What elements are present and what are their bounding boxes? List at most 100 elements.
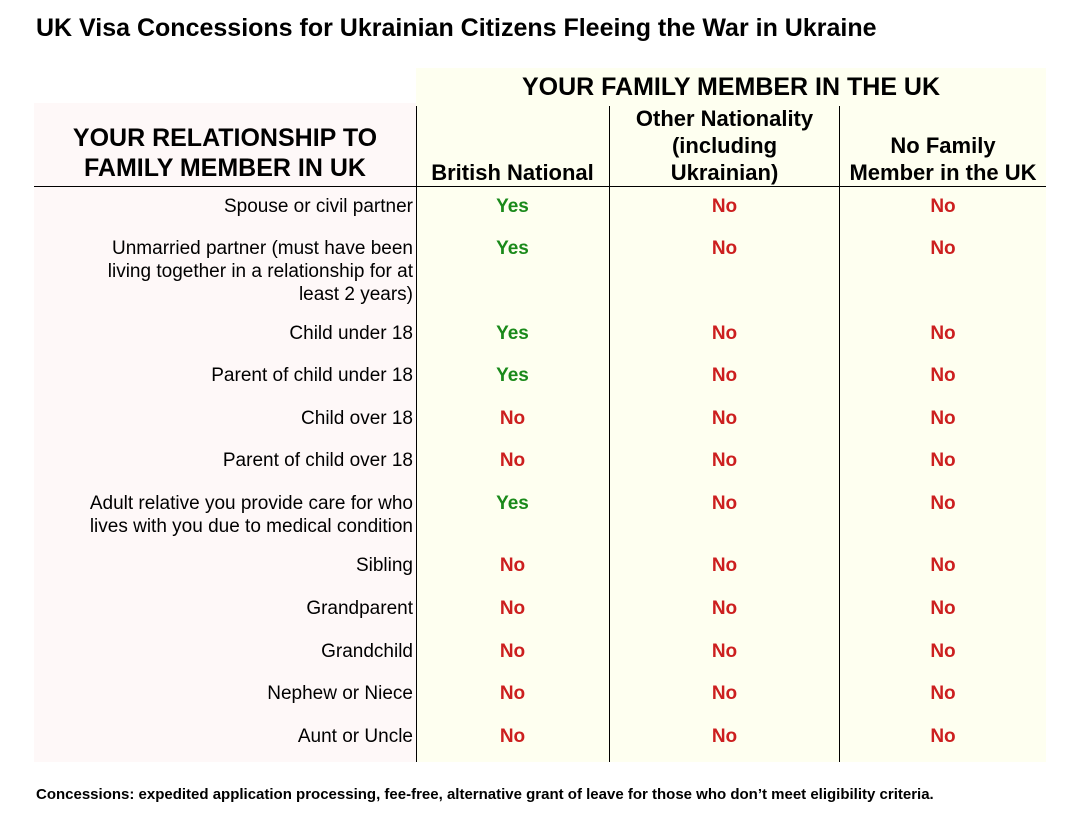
table-row: Parent of child under 18 Yes No No xyxy=(34,356,1046,399)
eligibility-no-family-member: No xyxy=(930,238,956,259)
concessions-table-body: Spouse or civil partner Yes No No Unmarr… xyxy=(34,187,1046,760)
header-divider xyxy=(416,106,417,186)
header-divider xyxy=(609,106,610,186)
eligibility-other-nationality: No xyxy=(711,196,738,217)
eligibility-british-national: Yes xyxy=(496,196,529,217)
column-header-line: Member in the UK xyxy=(849,160,1037,185)
relationship-line: Parent of child under 18 xyxy=(211,365,413,386)
concessions-footnote: Concessions: expedited application proce… xyxy=(36,786,934,803)
column-header-line: Other Nationality xyxy=(635,106,814,131)
column-header-no-family-member: No Family Member in the UK xyxy=(840,106,1046,186)
eligibility-no-family-member: No xyxy=(930,598,956,619)
relationship-line: lives with you due to medical condition xyxy=(89,516,413,537)
header-divider xyxy=(839,106,840,186)
relationship-line: Unmarried partner (must have been xyxy=(112,238,413,259)
family-member-panel-background xyxy=(416,68,1046,762)
eligibility-british-national: Yes xyxy=(496,323,529,344)
eligibility-no-family-member: No xyxy=(930,408,956,429)
table-row: Unmarried partner (must have been living… xyxy=(34,229,1046,314)
eligibility-british-national: No xyxy=(499,726,526,747)
column-divider xyxy=(609,186,610,762)
eligibility-other-nationality: No xyxy=(711,450,738,471)
table-row: Spouse or civil partner Yes No No xyxy=(34,187,1046,229)
relationship-line: Child under 18 xyxy=(289,323,413,344)
table-row: Grandchild No No No xyxy=(34,632,1046,674)
relationship-label: Parent of child under 18 xyxy=(34,364,413,387)
relationship-label: Spouse or civil partner xyxy=(34,195,413,218)
relationship-line: Aunt or Uncle xyxy=(297,726,413,747)
column-header-british-national: British National xyxy=(416,106,609,186)
column-divider xyxy=(839,186,840,762)
column-header-line: No Family xyxy=(890,133,996,158)
relationship-label: Adult relative you provide care for who … xyxy=(34,492,413,538)
eligibility-other-nationality: No xyxy=(711,641,738,662)
column-header-line: British National xyxy=(431,160,594,185)
eligibility-british-national: Yes xyxy=(496,365,529,386)
table-row: Aunt or Uncle No No No xyxy=(34,717,1046,760)
eligibility-other-nationality: No xyxy=(711,555,738,576)
relationship-label: Grandparent xyxy=(34,597,413,620)
column-divider xyxy=(416,186,417,762)
relationship-header-line-1: YOUR RELATIONSHIP TO xyxy=(72,124,378,152)
eligibility-other-nationality: No xyxy=(711,493,738,514)
relationship-label: Parent of child over 18 xyxy=(34,449,413,472)
eligibility-british-national: No xyxy=(499,598,526,619)
relationship-label: Unmarried partner (must have been living… xyxy=(34,237,413,306)
page-title: UK Visa Concessions for Ukrainian Citize… xyxy=(36,14,877,42)
relationship-label: Grandchild xyxy=(34,640,413,663)
eligibility-other-nationality: No xyxy=(711,238,738,259)
eligibility-british-national: No xyxy=(499,408,526,429)
eligibility-other-nationality: No xyxy=(711,408,738,429)
eligibility-british-national: No xyxy=(499,641,526,662)
column-header-line: Ukrainian) xyxy=(670,160,779,185)
eligibility-no-family-member: No xyxy=(930,726,956,747)
table-row: Adult relative you provide care for who … xyxy=(34,484,1046,546)
table-row: Grandparent No No No xyxy=(34,589,1046,632)
eligibility-other-nationality: No xyxy=(711,365,738,386)
relationship-label: Child under 18 xyxy=(34,322,413,345)
eligibility-no-family-member: No xyxy=(930,493,956,514)
eligibility-other-nationality: No xyxy=(711,598,738,619)
relationship-line: Nephew or Niece xyxy=(267,683,413,704)
table-row: Child over 18 No No No xyxy=(34,399,1046,441)
table-row: Sibling No No No xyxy=(34,546,1046,589)
relationship-line: Spouse or civil partner xyxy=(223,196,413,217)
relationship-label: Aunt or Uncle xyxy=(34,725,413,748)
relationship-column-header: YOUR RELATIONSHIP TO FAMILY MEMBER IN UK xyxy=(34,123,416,183)
relationship-panel-background xyxy=(34,103,416,762)
eligibility-other-nationality: No xyxy=(711,323,738,344)
eligibility-other-nationality: No xyxy=(711,683,738,704)
relationship-line: Adult relative you provide care for who xyxy=(89,493,413,514)
eligibility-no-family-member: No xyxy=(930,683,956,704)
eligibility-british-national: No xyxy=(499,555,526,576)
relationship-header-line-2: FAMILY MEMBER IN UK xyxy=(84,154,366,182)
relationship-line: least 2 years) xyxy=(298,284,413,305)
eligibility-british-national: No xyxy=(499,450,526,471)
eligibility-other-nationality: No xyxy=(711,726,738,747)
column-header-other-nationality: Other Nationality (including Ukrainian) xyxy=(610,106,839,186)
eligibility-no-family-member: No xyxy=(930,196,956,217)
eligibility-no-family-member: No xyxy=(930,450,956,471)
eligibility-no-family-member: No xyxy=(930,641,956,662)
eligibility-british-national: Yes xyxy=(496,493,529,514)
column-header-line: (including xyxy=(671,133,778,158)
table-row: Nephew or Niece No No No xyxy=(34,674,1046,717)
relationship-line: Child over 18 xyxy=(301,408,413,429)
relationship-line: Grandparent xyxy=(306,598,413,619)
relationship-line: Grandchild xyxy=(321,641,413,662)
eligibility-british-national: Yes xyxy=(496,238,529,259)
eligibility-no-family-member: No xyxy=(930,555,956,576)
relationship-label: Nephew or Niece xyxy=(34,682,413,705)
relationship-label: Sibling xyxy=(34,554,413,577)
table-row: Child under 18 Yes No No xyxy=(34,314,1046,356)
table-row: Parent of child over 18 No No No xyxy=(34,441,1046,484)
eligibility-british-national: No xyxy=(499,683,526,704)
family-member-group-header: YOUR FAMILY MEMBER IN THE UK xyxy=(521,73,941,101)
relationship-line: Parent of child over 18 xyxy=(222,450,413,471)
eligibility-no-family-member: No xyxy=(930,365,956,386)
header-rule xyxy=(34,186,1046,187)
relationship-line: Sibling xyxy=(355,555,413,576)
relationship-label: Child over 18 xyxy=(34,407,413,430)
relationship-line: living together in a relationship for at xyxy=(107,261,413,282)
eligibility-no-family-member: No xyxy=(930,323,956,344)
